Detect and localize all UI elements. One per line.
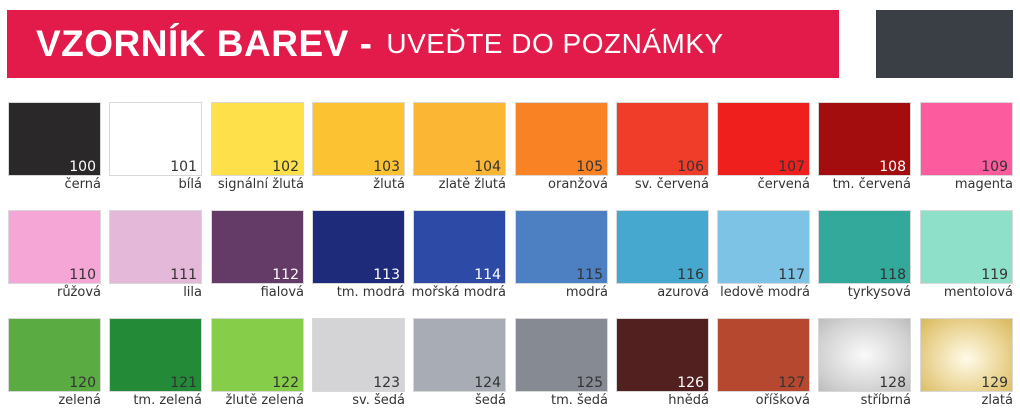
color-swatch[interactable]: 122 [211, 318, 304, 392]
swatch-code: 116 [677, 267, 704, 283]
color-swatch[interactable]: 106 [616, 102, 709, 176]
swatch-code: 128 [879, 375, 906, 391]
swatch-code: 126 [677, 375, 704, 391]
swatch-code: 110 [69, 267, 96, 283]
color-swatch[interactable]: 128 [818, 318, 911, 392]
swatch-code: 111 [170, 267, 197, 283]
swatch-name: signální žlutá [217, 177, 304, 192]
color-swatch[interactable]: 107 [717, 102, 810, 176]
swatch-code: 105 [576, 159, 603, 175]
swatch-name: stříbrná [860, 393, 911, 408]
swatch-code: 114 [474, 267, 501, 283]
swatch-code: 100 [69, 159, 96, 175]
swatch-name: sv. šedá [352, 393, 405, 408]
swatch-name: sv. červená [634, 177, 709, 192]
swatch-name: bílá [178, 177, 202, 192]
header-banner: VZORNÍK BAREV - UVEĎTE DO POZNÁMKY [7, 10, 839, 78]
swatch-name: žlutě zelená [225, 393, 304, 408]
color-swatch[interactable]: 117 [717, 210, 810, 284]
swatch-name: magenta [954, 177, 1013, 192]
swatch-name: tm. zelená [133, 393, 202, 408]
swatch-name: ledově modrá [720, 285, 810, 300]
swatch-code: 129 [981, 375, 1008, 391]
swatch-code: 112 [272, 267, 299, 283]
color-swatch[interactable]: 121 [109, 318, 202, 392]
color-swatch[interactable]: 124 [413, 318, 506, 392]
color-swatch[interactable]: 100 [8, 102, 101, 176]
swatch-name: žlutá [373, 177, 405, 192]
swatch-code: 117 [778, 267, 805, 283]
swatch-name: tm. modrá [336, 285, 405, 300]
swatch-code: 101 [170, 159, 197, 175]
color-swatch[interactable]: 119 [920, 210, 1013, 284]
swatch-code: 104 [474, 159, 501, 175]
swatch-code: 115 [576, 267, 603, 283]
header-title: VZORNÍK BAREV - [36, 23, 373, 64]
swatch-name: růžová [56, 285, 101, 300]
swatch-code: 120 [69, 375, 96, 391]
color-swatch[interactable]: 102 [211, 102, 304, 176]
color-swatch[interactable]: 105 [515, 102, 608, 176]
color-swatch[interactable]: 120 [8, 318, 101, 392]
swatch-code: 125 [576, 375, 603, 391]
color-swatch[interactable]: 109 [920, 102, 1013, 176]
swatch-name: modrá [565, 285, 608, 300]
swatch-code: 109 [981, 159, 1008, 175]
color-swatch[interactable]: 127 [717, 318, 810, 392]
swatch-code: 102 [272, 159, 299, 175]
swatch-name: černá [64, 177, 101, 192]
swatch-code: 127 [778, 375, 805, 391]
swatch-name: mořská modrá [411, 285, 506, 300]
color-swatch[interactable]: 103 [312, 102, 405, 176]
color-swatch[interactable]: 108 [818, 102, 911, 176]
color-swatch[interactable]: 104 [413, 102, 506, 176]
swatch-code: 123 [373, 375, 400, 391]
header-subtitle: UVEĎTE DO POZNÁMKY [386, 28, 724, 59]
swatch-code: 108 [879, 159, 906, 175]
swatch-name: mentolová [943, 285, 1013, 300]
swatch-code: 122 [272, 375, 299, 391]
swatch-code: 119 [981, 267, 1008, 283]
color-swatch[interactable]: 129 [920, 318, 1013, 392]
color-swatch[interactable]: 126 [616, 318, 709, 392]
color-swatch[interactable]: 115 [515, 210, 608, 284]
swatch-name: tm. šedá [550, 393, 608, 408]
swatch-code: 118 [879, 267, 906, 283]
swatch-name: hnědá [668, 393, 709, 408]
swatch-name: lila [183, 285, 202, 300]
swatch-name: zelená [58, 393, 101, 408]
color-swatch[interactable]: 116 [616, 210, 709, 284]
color-swatch[interactable]: 113 [312, 210, 405, 284]
color-swatch[interactable]: 112 [211, 210, 304, 284]
color-swatch[interactable]: 123 [312, 318, 405, 392]
swatch-code: 121 [170, 375, 197, 391]
swatch-code: 107 [778, 159, 805, 175]
swatch-code: 106 [677, 159, 704, 175]
swatch-code: 113 [373, 267, 400, 283]
color-swatch[interactable]: 125 [515, 318, 608, 392]
swatch-name: zlatá [981, 393, 1013, 408]
swatch-name: azurová [657, 285, 709, 300]
color-swatch[interactable]: 101 [109, 102, 202, 176]
swatch-name: červená [757, 177, 810, 192]
color-swatch[interactable]: 114 [413, 210, 506, 284]
side-box [876, 10, 1013, 78]
color-swatch[interactable]: 110 [8, 210, 101, 284]
color-swatch[interactable]: 118 [818, 210, 911, 284]
swatch-name: tyrkysová [847, 285, 911, 300]
swatch-name: oranžová [548, 177, 608, 192]
color-swatch[interactable]: 111 [109, 210, 202, 284]
swatch-name: oříšková [755, 393, 810, 408]
swatch-code: 103 [373, 159, 400, 175]
swatch-name: tm. červená [832, 177, 911, 192]
swatch-name: fialová [260, 285, 304, 300]
swatch-name: zlatě žlutá [438, 177, 506, 192]
swatch-name: šedá [475, 393, 506, 408]
swatch-code: 124 [474, 375, 501, 391]
